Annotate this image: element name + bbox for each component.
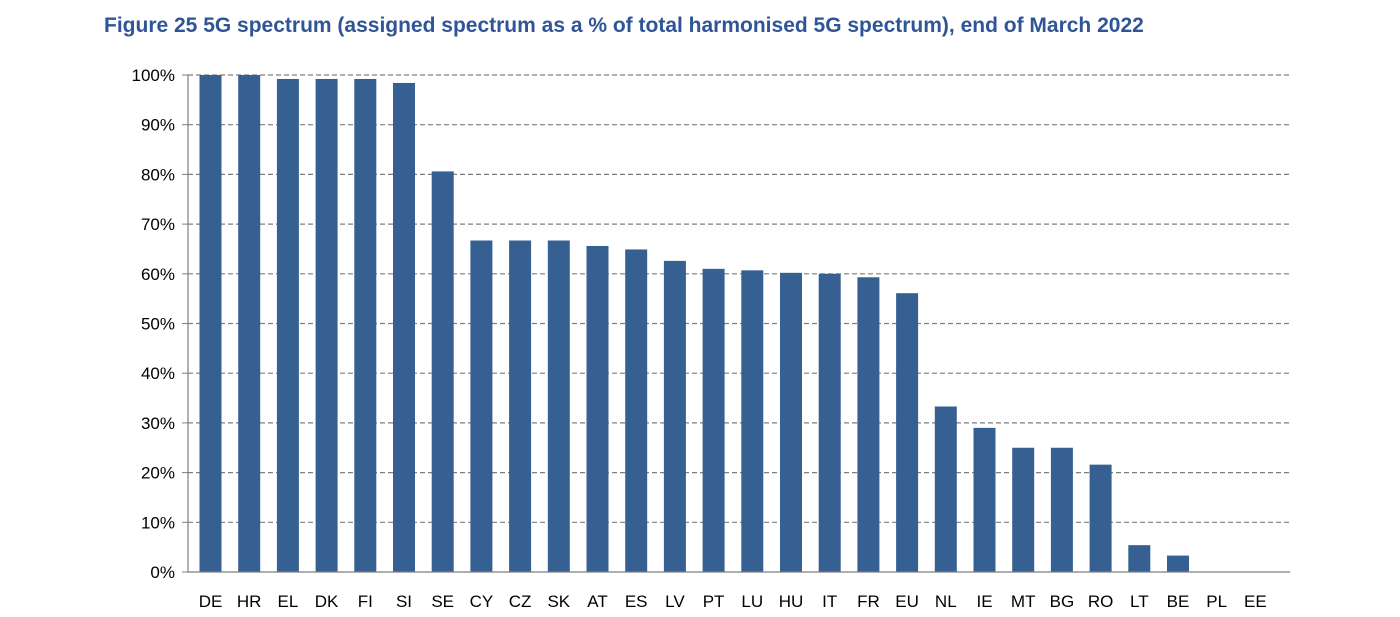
x-tick-label: HR bbox=[237, 592, 262, 611]
bar-se bbox=[431, 171, 454, 572]
axes bbox=[187, 75, 1290, 573]
x-tick-label: AT bbox=[587, 592, 607, 611]
x-tick-label: CZ bbox=[509, 592, 532, 611]
bar-dk bbox=[315, 78, 338, 572]
x-tick-label: DE bbox=[199, 592, 223, 611]
x-tick-label: MT bbox=[1011, 592, 1036, 611]
x-tick-label: IE bbox=[976, 592, 992, 611]
x-tick-label: LU bbox=[741, 592, 763, 611]
bar-sk bbox=[547, 240, 570, 572]
bar-lu bbox=[741, 270, 764, 572]
bar-si bbox=[393, 82, 415, 573]
y-tick-label: 90% bbox=[141, 116, 175, 135]
bar-pt bbox=[702, 268, 725, 572]
bar-lt bbox=[1128, 545, 1151, 572]
x-tick-label: PT bbox=[703, 592, 725, 611]
y-tick-label: 30% bbox=[141, 414, 175, 433]
y-tick-label: 70% bbox=[141, 215, 175, 234]
bar-it bbox=[818, 273, 841, 572]
bar-ie bbox=[973, 427, 996, 572]
x-tick-label: LV bbox=[665, 592, 685, 611]
x-tick-label: BE bbox=[1167, 592, 1190, 611]
x-tick-label: LT bbox=[1130, 592, 1149, 611]
x-tick-label: EE bbox=[1244, 592, 1267, 611]
bar-hr bbox=[238, 75, 261, 572]
x-tick-label: EL bbox=[278, 592, 299, 611]
bar-cy bbox=[470, 240, 493, 572]
x-tick-label: CY bbox=[470, 592, 494, 611]
bar-mt bbox=[1012, 447, 1035, 572]
x-tick-label: RO bbox=[1088, 592, 1114, 611]
y-tick-label: 50% bbox=[141, 315, 175, 334]
bars bbox=[199, 75, 1189, 573]
y-tick-label: 0% bbox=[150, 563, 175, 582]
y-tick-label: 60% bbox=[141, 265, 175, 284]
x-tick-label: FI bbox=[358, 592, 373, 611]
bar-eu bbox=[896, 293, 919, 572]
y-tick-label: 80% bbox=[141, 165, 175, 184]
bar-de bbox=[199, 75, 222, 572]
y-tick-label: 10% bbox=[141, 513, 175, 532]
y-tick-label: 100% bbox=[132, 66, 175, 85]
x-tick-label: BG bbox=[1050, 592, 1075, 611]
x-tick-label: SI bbox=[396, 592, 412, 611]
bar-cz bbox=[509, 240, 532, 572]
y-axis-ticks: 0% 10% 20% 30% 40% 50% 60% 70% 80% 90% 100% bbox=[132, 66, 188, 582]
x-tick-label: DK bbox=[315, 592, 339, 611]
bar-lv bbox=[663, 260, 686, 572]
x-tick-label: EU bbox=[895, 592, 919, 611]
y-tick-label: 20% bbox=[141, 464, 175, 483]
bar-hu bbox=[780, 272, 802, 572]
bar-fr bbox=[857, 277, 880, 572]
bar-be bbox=[1167, 555, 1189, 572]
bar-nl bbox=[934, 406, 957, 572]
bar-es bbox=[625, 249, 648, 572]
bar-ro bbox=[1089, 464, 1112, 572]
bar-el bbox=[276, 78, 299, 572]
chart-title: Figure 25 5G spectrum (assigned spectrum… bbox=[104, 14, 1144, 37]
x-tick-label: FR bbox=[857, 592, 880, 611]
x-tick-label: HU bbox=[779, 592, 804, 611]
x-tick-label: ES bbox=[625, 592, 648, 611]
bar-fi bbox=[354, 78, 377, 572]
bar-bg bbox=[1050, 447, 1073, 572]
gridlines bbox=[188, 74, 1290, 523]
x-tick-label: SK bbox=[547, 592, 570, 611]
x-tick-label: IT bbox=[822, 592, 837, 611]
bar-at bbox=[586, 245, 609, 572]
x-tick-label: NL bbox=[935, 592, 957, 611]
x-axis-labels: DE HR EL DK FI SI SE CY CZ SK AT ES LV PT LU HU IT FR EU NL… bbox=[199, 592, 1267, 611]
x-tick-label: SE bbox=[431, 592, 454, 611]
x-tick-label: PL bbox=[1206, 592, 1227, 611]
y-tick-label: 40% bbox=[141, 364, 175, 383]
